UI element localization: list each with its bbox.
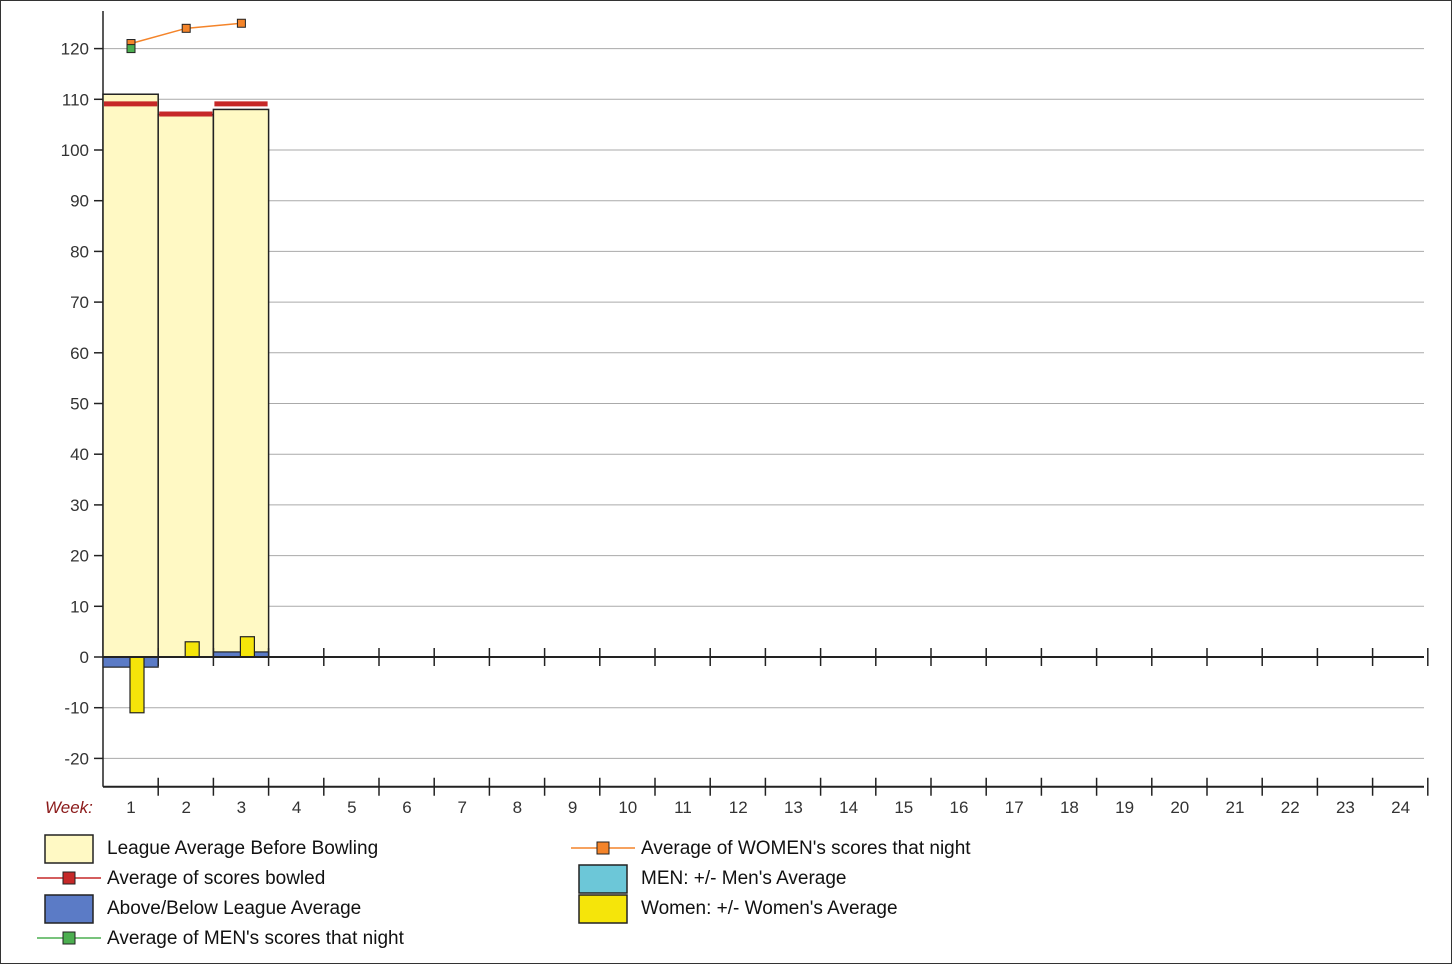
x-tick-label: 7 <box>457 798 466 817</box>
point-women-average <box>181 23 191 33</box>
bar-league-average <box>102 93 159 658</box>
bar-women-plus-minus <box>184 641 200 658</box>
x-tick-label: 14 <box>839 798 858 817</box>
y-tick-label: 70 <box>70 293 89 312</box>
legend-marker <box>596 841 610 855</box>
x-tick-label: 15 <box>894 798 913 817</box>
legend-swatch <box>578 864 628 894</box>
x-tick-label: 3 <box>237 798 246 817</box>
x-tick-label: 2 <box>181 798 190 817</box>
x-tick-label: 13 <box>784 798 803 817</box>
marker-average-scores-bowled <box>159 111 213 117</box>
marker-average-scores-bowled <box>104 101 158 107</box>
x-tick-label: 24 <box>1391 798 1410 817</box>
x-tick-label: 19 <box>1115 798 1134 817</box>
x-tick-label: 6 <box>402 798 411 817</box>
x-tick-label: 8 <box>513 798 522 817</box>
x-tick-label: 18 <box>1060 798 1079 817</box>
x-tick-label: 11 <box>674 798 692 817</box>
x-tick-label: 12 <box>729 798 748 817</box>
y-tick-label: 20 <box>70 547 89 566</box>
y-tick-label: -10 <box>64 699 89 718</box>
bar-women-plus-minus <box>129 656 145 714</box>
legend-marker <box>62 871 76 885</box>
marker-average-scores-bowled <box>214 101 268 107</box>
x-tick-label: 10 <box>618 798 637 817</box>
x-axis-prefix-label: Week: <box>45 798 93 817</box>
y-tick-label: 110 <box>62 90 89 109</box>
y-tick-label: -20 <box>64 749 89 768</box>
legend-marker <box>62 931 76 945</box>
y-tick-label: 0 <box>80 648 89 667</box>
bar-women-plus-minus <box>239 636 255 658</box>
bar-league-average <box>157 113 215 658</box>
x-tick-label: 9 <box>568 798 577 817</box>
legend-label: League Average Before Bowling <box>107 838 378 859</box>
legend-label: Average of scores bowled <box>107 868 325 889</box>
y-tick-label: 30 <box>70 496 89 515</box>
point-men-average <box>126 44 136 54</box>
legend-label: Average of WOMEN's scores that night <box>641 838 971 859</box>
legend-swatch <box>578 894 628 924</box>
y-tick-label: 90 <box>70 192 89 211</box>
y-tick-label: 100 <box>61 141 89 160</box>
y-tick-label: 10 <box>70 597 89 616</box>
x-tick-label: 1 <box>126 798 135 817</box>
point-women-average <box>236 18 246 28</box>
bar-league-average <box>212 108 270 658</box>
legend-label: MEN: +/- Men's Average <box>641 868 847 889</box>
legend-swatch <box>44 834 94 864</box>
x-tick-label: 4 <box>292 798 301 817</box>
x-tick-label: 23 <box>1336 798 1355 817</box>
y-tick-label: 80 <box>70 242 89 261</box>
y-tick-label: 60 <box>70 344 89 363</box>
x-tick-label: 5 <box>347 798 356 817</box>
legend-label: Above/Below League Average <box>107 898 361 919</box>
x-tick-label: 20 <box>1170 798 1189 817</box>
legend-label: Average of MEN's scores that night <box>107 928 405 949</box>
legend-swatch <box>44 894 94 924</box>
x-tick-label: 17 <box>1005 798 1024 817</box>
x-tick-label: 21 <box>1226 798 1245 817</box>
x-tick-label: 16 <box>950 798 969 817</box>
x-tick-label: 22 <box>1281 798 1300 817</box>
legend-label: Women: +/- Women's Average <box>641 898 898 919</box>
y-tick-label: 120 <box>61 40 89 59</box>
y-tick-label: 50 <box>70 395 89 414</box>
y-tick-label: 40 <box>70 445 89 464</box>
